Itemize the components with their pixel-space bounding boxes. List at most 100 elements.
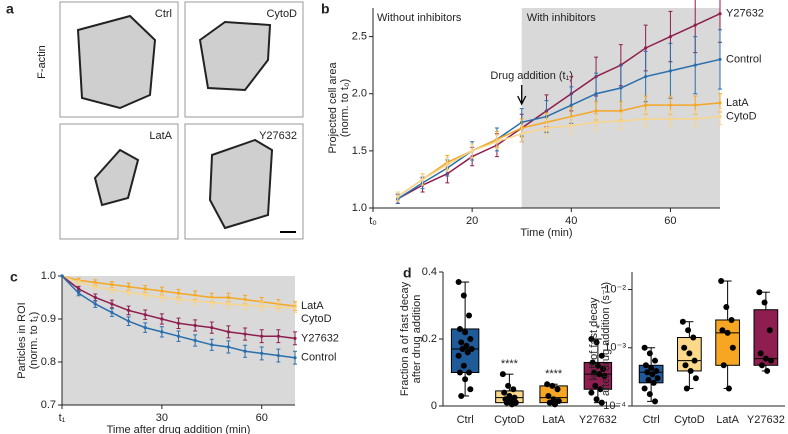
data-point bbox=[110, 310, 114, 315]
data-point bbox=[644, 369, 651, 376]
series-label: Control bbox=[301, 352, 336, 364]
y-axis-label: Fraction a of fast decay bbox=[399, 281, 411, 396]
data-point bbox=[226, 295, 231, 300]
data-point bbox=[644, 46, 648, 50]
data-point bbox=[462, 329, 469, 336]
image-label: CytoD bbox=[266, 8, 297, 20]
y-tick-label: 10⁻² bbox=[604, 283, 626, 295]
data-point bbox=[510, 386, 517, 393]
data-point bbox=[641, 385, 648, 392]
y-axis-label: koff of fast decay bbox=[588, 297, 600, 380]
significance: * bbox=[596, 323, 601, 335]
data-point bbox=[718, 101, 722, 105]
x-tick-label: LatA bbox=[542, 414, 565, 426]
data-point bbox=[243, 303, 247, 307]
data-point bbox=[569, 124, 573, 128]
data-point bbox=[293, 336, 297, 340]
data-point bbox=[456, 369, 463, 376]
series-label: Y27632 bbox=[301, 332, 339, 344]
y-tick-label: 0.8 bbox=[41, 356, 56, 368]
data-point bbox=[601, 372, 608, 379]
box bbox=[715, 319, 740, 366]
data-point bbox=[110, 302, 114, 306]
image-label: Ctrl bbox=[155, 8, 172, 20]
data-point bbox=[761, 299, 768, 306]
y-axis-label: after drug addition (s⁻¹) bbox=[600, 282, 612, 396]
image-label: Y27632 bbox=[259, 130, 297, 142]
x-tick-label: 40 bbox=[565, 215, 577, 227]
data-point bbox=[554, 386, 561, 393]
series-label: LatA bbox=[301, 300, 324, 312]
data-point bbox=[650, 379, 657, 386]
data-point bbox=[758, 362, 765, 369]
data-point bbox=[728, 316, 735, 323]
data-point bbox=[757, 350, 764, 357]
data-point bbox=[176, 297, 181, 301]
data-point bbox=[77, 287, 81, 291]
data-point bbox=[77, 280, 81, 285]
significance: **** bbox=[501, 358, 519, 370]
data-point bbox=[160, 330, 164, 334]
data-point bbox=[768, 357, 775, 364]
data-point bbox=[93, 285, 97, 289]
data-point bbox=[77, 291, 81, 295]
data-point bbox=[546, 399, 553, 406]
data-point bbox=[693, 117, 697, 121]
data-point bbox=[420, 177, 425, 182]
y-tick-label: 10⁻³ bbox=[604, 342, 626, 354]
y-tick-label: 0.2 bbox=[422, 333, 437, 345]
data-point bbox=[649, 371, 656, 378]
data-point bbox=[226, 330, 231, 334]
series-line bbox=[397, 13, 721, 200]
data-point bbox=[544, 126, 549, 130]
data-point bbox=[60, 274, 64, 278]
series-line bbox=[397, 115, 721, 198]
panel-letter: d bbox=[403, 265, 412, 281]
data-point bbox=[210, 326, 214, 330]
micrograph: Y27632 bbox=[184, 123, 304, 240]
series-label: Y27632 bbox=[726, 8, 764, 20]
data-point bbox=[143, 287, 147, 291]
y-tick-label: 0.7 bbox=[41, 399, 56, 411]
data-point bbox=[226, 302, 231, 306]
data-point bbox=[555, 397, 562, 404]
data-point bbox=[592, 382, 599, 389]
data-point bbox=[126, 308, 131, 312]
annotation: With inhibitors bbox=[527, 12, 597, 24]
data-point bbox=[226, 345, 231, 349]
data-point bbox=[724, 329, 731, 336]
data-point bbox=[644, 117, 648, 121]
data-point bbox=[598, 352, 605, 359]
data-point bbox=[458, 339, 465, 346]
data-point bbox=[588, 336, 595, 342]
series-line bbox=[397, 102, 721, 198]
data-point bbox=[126, 285, 131, 289]
data-point bbox=[619, 119, 623, 123]
series-label: CytoD bbox=[726, 110, 757, 122]
micrograph: Ctrl bbox=[59, 1, 179, 118]
data-point bbox=[593, 339, 600, 346]
data-point bbox=[176, 321, 181, 325]
series-label: Control bbox=[726, 53, 761, 65]
data-point bbox=[445, 162, 449, 167]
data-point bbox=[396, 194, 400, 199]
y-axis-label: after drug addition bbox=[411, 295, 423, 384]
data-point bbox=[467, 336, 474, 342]
x-axis-label: Time after drug addition (min) bbox=[107, 424, 251, 434]
data-point bbox=[549, 382, 556, 389]
data-point bbox=[456, 325, 463, 332]
data-point bbox=[210, 343, 214, 347]
data-point bbox=[652, 398, 659, 405]
data-point bbox=[243, 349, 247, 353]
data-point bbox=[642, 362, 649, 369]
data-point bbox=[693, 23, 697, 27]
data-point bbox=[193, 299, 197, 303]
x-tick-label: Ctrl bbox=[457, 414, 474, 426]
x-tick-label: Ctrl bbox=[643, 414, 660, 426]
data-point bbox=[93, 280, 97, 285]
data-point bbox=[668, 103, 673, 107]
data-point bbox=[569, 103, 573, 107]
data-point bbox=[590, 369, 597, 376]
data-point bbox=[160, 289, 164, 293]
